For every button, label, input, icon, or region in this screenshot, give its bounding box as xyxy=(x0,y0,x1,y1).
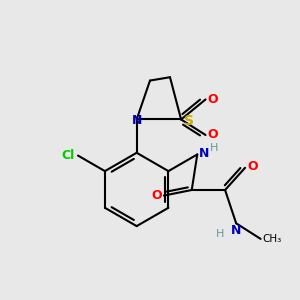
Text: O: O xyxy=(208,128,218,142)
Text: Cl: Cl xyxy=(61,149,75,162)
Text: O: O xyxy=(151,189,162,202)
Text: S: S xyxy=(184,114,194,128)
Text: O: O xyxy=(208,93,218,106)
Text: N: N xyxy=(231,224,242,237)
Text: H: H xyxy=(216,229,224,239)
Text: H: H xyxy=(209,143,218,153)
Text: O: O xyxy=(247,160,258,173)
Text: N: N xyxy=(131,114,142,127)
Text: CH₃: CH₃ xyxy=(263,234,282,244)
Text: N: N xyxy=(198,147,209,160)
